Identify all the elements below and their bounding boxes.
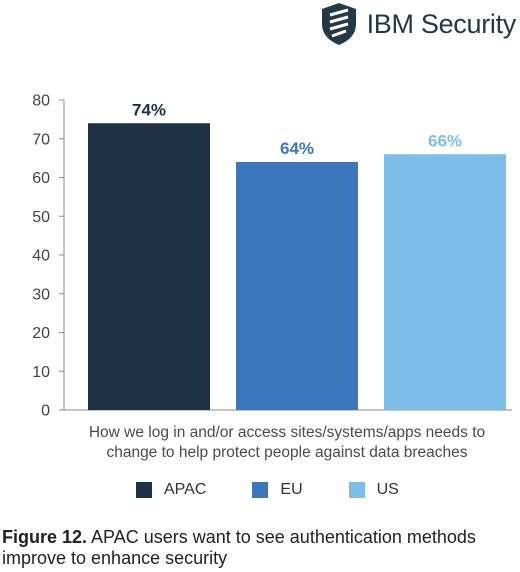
legend-label-us: US — [376, 481, 399, 498]
legend-item-us: US — [348, 481, 399, 499]
y-tick-label: 10 — [32, 364, 50, 381]
y-tick-label: 80 — [32, 93, 50, 110]
bar-us — [384, 154, 506, 410]
caption-text: APAC users want to see authentication me… — [2, 527, 476, 568]
bar-chart: 0 10 20 30 40 50 60 70 80 74% 64% 66% — [32, 93, 512, 420]
brand-logo: IBM Security — [321, 2, 516, 46]
y-tick-label: 70 — [32, 131, 50, 148]
brand-name: IBM Security — [366, 8, 517, 39]
legend-item-apac: APAC — [136, 481, 206, 499]
y-tick-label: 40 — [32, 248, 50, 265]
figure-caption: Figure 12. APAC users want to see authen… — [2, 527, 517, 569]
legend-label-eu: EU — [280, 481, 303, 498]
legend-swatch-eu — [252, 482, 269, 498]
data-label-apac: 74% — [132, 100, 166, 119]
caption-prefix: Figure 12. — [2, 527, 88, 547]
legend-swatch-us — [348, 482, 365, 498]
legend-swatch-apac — [136, 482, 152, 498]
y-tick-label: 50 — [32, 209, 50, 226]
y-tick-label: 60 — [32, 170, 50, 187]
bar-eu — [236, 162, 358, 410]
y-tick-label: 0 — [41, 403, 50, 420]
x-axis-label: How we log in and/or access sites/system… — [88, 424, 486, 461]
bar-apac — [88, 123, 210, 410]
y-tick-label: 20 — [32, 325, 50, 342]
ibm-security-shield-icon — [321, 3, 356, 45]
legend-label-apac: APAC — [164, 481, 207, 498]
data-label-us: 66% — [428, 131, 462, 150]
legend-item-eu: EU — [252, 481, 303, 499]
data-label-eu: 64% — [280, 139, 314, 158]
y-tick-label: 30 — [32, 286, 50, 303]
legend: APAC EU US — [136, 481, 445, 499]
